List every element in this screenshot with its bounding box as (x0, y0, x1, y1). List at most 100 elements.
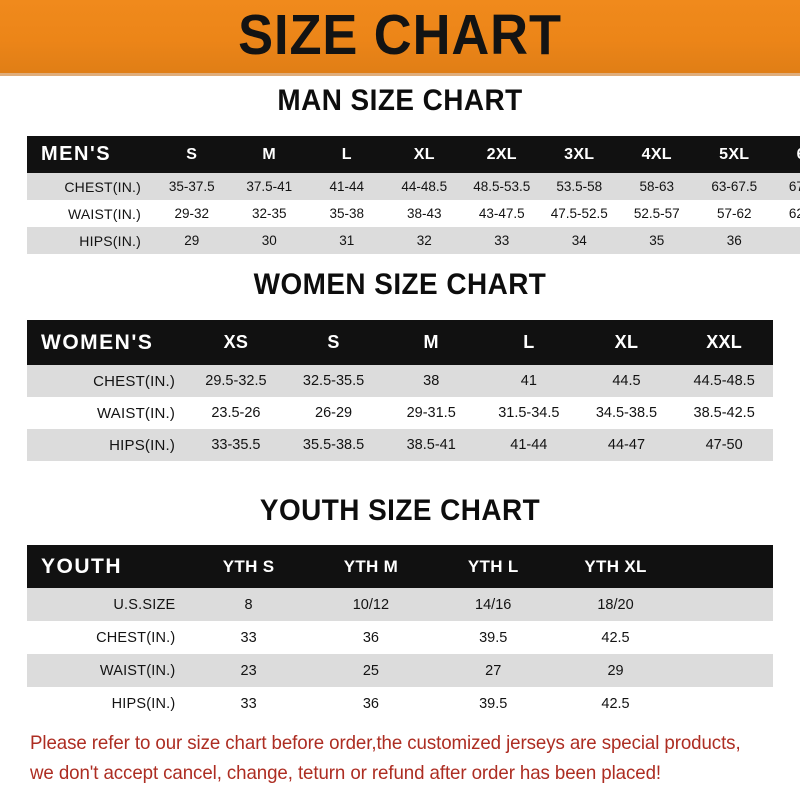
men-chest-m: 37.5-41 (246, 179, 293, 194)
women-waist-l: 31.5-34.5 (498, 405, 560, 421)
women-chest-m: 38 (423, 373, 440, 389)
youth-chest-l: 39.5 (479, 629, 508, 646)
order-policy-note-line-1: Please refer to our size chart before or… (30, 732, 741, 754)
men-row-label-hips: HIPS(IN.) (79, 232, 141, 249)
men-chest-xl: 44-48.5 (401, 179, 448, 194)
table-row: U.S.SIZE 8 10/12 14/16 18/20 (27, 588, 773, 621)
men-chest-3xl: 53.5-58 (556, 179, 603, 194)
youth-col-header-m: YTH M (343, 556, 399, 576)
order-policy-note-line-2: we don't accept cancel, change, teturn o… (30, 762, 661, 784)
table-row: WAIST(IN.) 23 25 27 29 (27, 654, 773, 687)
youth-row-label-us-size: U.S.SIZE (113, 596, 176, 613)
women-col-header-l: L (523, 332, 535, 352)
table-row: WAIST(IN.) 23.5-26 26-29 29-31.5 31.5-34… (27, 397, 773, 429)
women-chest-s: 32.5-35.5 (302, 373, 365, 389)
women-waist-s: 26-29 (315, 405, 353, 421)
youth-waist-l: 27 (485, 662, 502, 679)
youth-section-title: YOUTH SIZE CHART (259, 494, 541, 527)
men-col-header-m: M (262, 145, 277, 163)
man-section-title: MAN SIZE CHART (277, 84, 523, 117)
women-hips-xl: 44-47 (607, 437, 646, 453)
youth-waist-s: 23 (240, 662, 257, 679)
men-chest-l: 41-44 (329, 179, 365, 194)
men-waist-6xl: 62-66.5 (788, 206, 800, 221)
men-chest-6xl: 67.5-72 (788, 179, 800, 194)
women-hips-xs: 33-35.5 (211, 437, 261, 453)
women-chest-xs: 29.5-32.5 (205, 373, 267, 389)
women-table-header-row: WOMEN'S XS S M L XL XXL (27, 320, 773, 365)
youth-row-spacer (677, 654, 773, 687)
youth-chest-s: 33 (240, 629, 257, 646)
men-col-header-4xl: 4XL (641, 145, 672, 163)
youth-ussize-s: 8 (244, 596, 253, 613)
women-corner-label: WOMEN'S (41, 330, 154, 354)
youth-waist-m: 25 (362, 662, 379, 679)
table-row: CHEST(IN.) 35-37.5 37.5-41 41-44 44-48.5… (27, 173, 800, 200)
men-waist-5xl: 57-62 (716, 206, 752, 221)
men-waist-xl: 38-43 (406, 206, 442, 221)
table-row: HIPS(IN.) 33-35.5 35.5-38.5 38.5-41 41-4… (27, 429, 773, 461)
table-row: HIPS(IN.) 29 30 31 32 33 34 35 36 37 (27, 227, 800, 254)
page-banner: SIZE CHART (0, 0, 800, 73)
men-corner-label: MEN'S (41, 143, 112, 165)
men-hips-s: 29 (184, 233, 200, 248)
order-policy-note: Please refer to our size chart before or… (30, 728, 748, 788)
women-col-header-s: S (327, 332, 340, 352)
youth-col-header-s: YTH S (222, 556, 275, 576)
men-size-table: MEN'S S M L XL 2XL 3XL 4XL 5XL 6XL CHEST… (27, 136, 800, 254)
men-row-label-chest: CHEST(IN.) (64, 178, 141, 195)
women-chest-xxl: 44.5-48.5 (693, 373, 755, 389)
women-waist-xs: 23.5-26 (211, 405, 261, 421)
women-waist-m: 29-31.5 (406, 405, 456, 421)
men-waist-l: 35-38 (329, 206, 365, 221)
banner-underline (0, 73, 800, 76)
youth-row-label-chest: CHEST(IN.) (96, 629, 176, 646)
women-row-label-waist: WAIST(IN.) (96, 404, 176, 422)
youth-row-spacer (677, 687, 773, 720)
women-section-title: WOMEN SIZE CHART (253, 268, 547, 301)
men-col-header-5xl: 5XL (719, 145, 750, 163)
women-waist-xl: 34.5-38.5 (595, 405, 658, 421)
women-size-table: WOMEN'S XS S M L XL XXL CHEST(IN.) 29.5-… (27, 320, 773, 461)
youth-ussize-xl: 18/20 (597, 596, 634, 613)
men-waist-2xl: 43-47.5 (478, 206, 525, 221)
youth-table-header-row: YOUTH YTH S YTH M YTH L YTH XL (27, 545, 773, 588)
youth-size-table: YOUTH YTH S YTH M YTH L YTH XL U.S.SIZE … (27, 545, 773, 720)
youth-chest-m: 36 (362, 629, 379, 646)
youth-row-spacer (677, 588, 773, 621)
men-hips-xl: 32 (416, 233, 432, 248)
men-col-header-6xl: 6XL (773, 136, 800, 173)
men-hips-4xl: 35 (649, 233, 665, 248)
youth-corner-label: YOUTH (41, 554, 122, 578)
men-col-header-2xl: 2XL (486, 145, 517, 163)
women-waist-xxl: 38.5-42.5 (693, 405, 755, 421)
women-hips-l: 41-44 (510, 437, 548, 453)
women-hips-xxl: 47-50 (705, 437, 743, 453)
men-hips-2xl: 33 (494, 233, 510, 248)
table-row: CHEST(IN.) 33 36 39.5 42.5 (27, 621, 773, 654)
men-chest-4xl: 58-63 (639, 179, 675, 194)
men-hips-m: 30 (261, 233, 277, 248)
men-row-label-waist: WAIST(IN.) (67, 205, 141, 222)
men-col-header-3xl: 3XL (564, 145, 595, 163)
men-hips-3xl: 34 (571, 233, 587, 248)
table-row: HIPS(IN.) 33 36 39.5 42.5 (27, 687, 773, 720)
table-row: WAIST(IN.) 29-32 32-35 35-38 38-43 43-47… (27, 200, 800, 227)
men-table-header-row: MEN'S S M L XL 2XL 3XL 4XL 5XL 6XL (27, 136, 800, 173)
women-chest-l: 41 (520, 373, 537, 389)
men-col-header-xl: XL (413, 145, 435, 163)
youth-header-spacer (677, 545, 773, 588)
men-waist-s: 29-32 (174, 206, 210, 221)
men-hips-6xl: 37 (773, 227, 800, 254)
women-hips-s: 35.5-38.5 (302, 437, 365, 453)
youth-ussize-m: 10/12 (352, 596, 390, 613)
men-waist-m: 32-35 (251, 206, 287, 221)
women-col-header-m: M (423, 332, 439, 352)
men-chest-5xl: 63-67.5 (711, 179, 758, 194)
men-waist-3xl: 47.5-52.5 (550, 206, 608, 221)
women-col-header-xl: XL (614, 332, 639, 352)
men-col-header-s: S (186, 145, 198, 163)
women-row-label-chest: CHEST(IN.) (93, 372, 176, 390)
men-hips-5xl: 36 (726, 233, 742, 248)
youth-chest-xl: 42.5 (601, 629, 630, 646)
